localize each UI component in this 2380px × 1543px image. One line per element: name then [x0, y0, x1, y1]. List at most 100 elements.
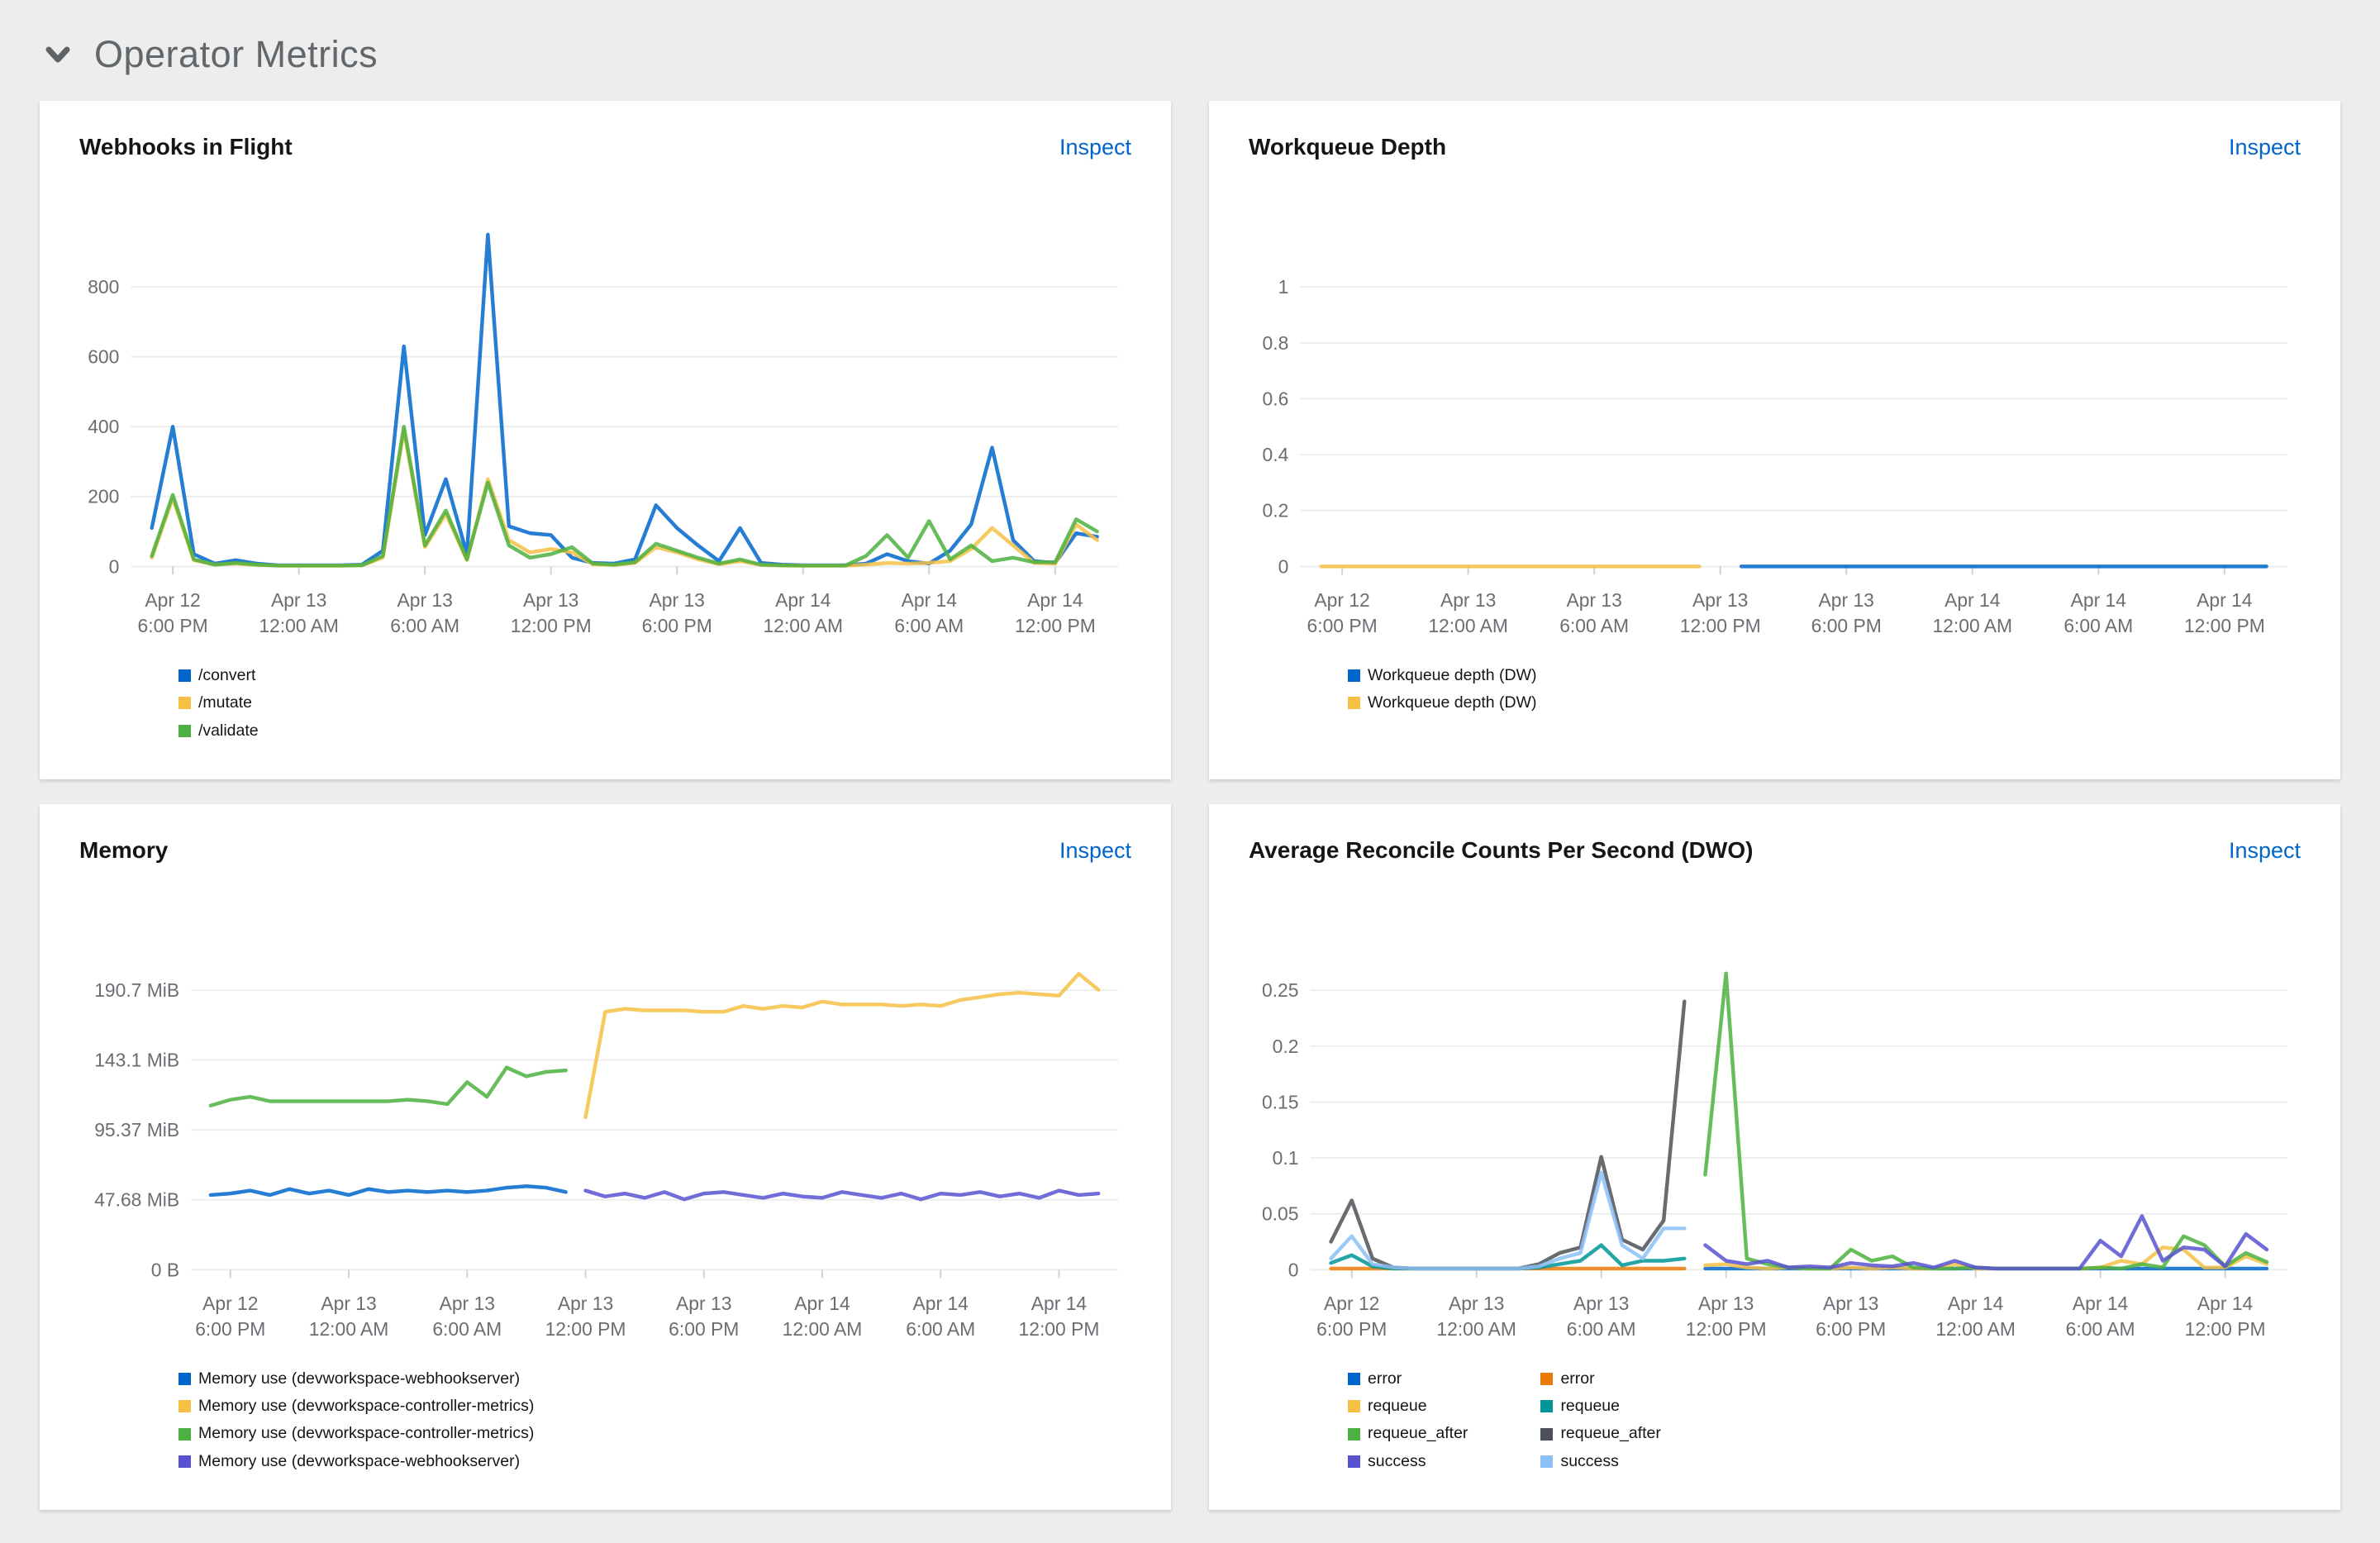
legend-label: /validate: [198, 721, 259, 740]
chart-title: Webhooks in Flight: [79, 134, 293, 160]
svg-text:6:00 PM: 6:00 PM: [1307, 615, 1378, 636]
svg-text:Apr 13: Apr 13: [558, 1293, 613, 1314]
legend-item: Memory use (devworkspace-webhookserver): [178, 1369, 534, 1388]
svg-text:Apr 13: Apr 13: [1566, 589, 1621, 611]
legend-item: Workqueue depth (DW): [1348, 666, 1536, 685]
svg-text:0.05: 0.05: [1262, 1203, 1299, 1225]
legend-label: /convert: [198, 665, 256, 684]
svg-text:Apr 13: Apr 13: [397, 589, 452, 611]
chart-legend: Memory use (devworkspace-webhookserver) M…: [178, 1365, 1131, 1476]
svg-text:12:00 PM: 12:00 PM: [1680, 615, 1761, 636]
legend-swatch: [178, 1372, 191, 1385]
svg-text:12:00 PM: 12:00 PM: [1019, 1318, 1100, 1340]
legend-label: requeue_after: [1560, 1424, 1661, 1443]
chart-card-webhooks-in-flight: Webhooks in Flight Inspect 0 200 400 600 800…: [40, 101, 1171, 779]
svg-text:Apr 13: Apr 13: [1440, 589, 1496, 611]
chart-legend: /convert/mutate/validate: [178, 662, 1131, 745]
svg-text:6:00 PM: 6:00 PM: [195, 1318, 265, 1340]
svg-text:0: 0: [1278, 555, 1289, 577]
svg-text:Apr 13: Apr 13: [1823, 1293, 1878, 1314]
legend-swatch: [178, 1400, 191, 1413]
inspect-link[interactable]: Inspect: [1059, 135, 1131, 160]
svg-text:Apr 14: Apr 14: [1948, 1293, 2004, 1314]
legend-label: Memory use (devworkspace-webhookserver): [198, 1369, 521, 1388]
legend-item: success: [1540, 1452, 1660, 1471]
legend-label: requeue: [1560, 1397, 1621, 1415]
svg-text:Apr 13: Apr 13: [1698, 1293, 1754, 1314]
svg-text:12:00 AM: 12:00 AM: [259, 615, 339, 636]
svg-text:6:00 PM: 6:00 PM: [642, 615, 712, 636]
legend-swatch: [1348, 1400, 1360, 1413]
svg-text:Apr 14: Apr 14: [2073, 1293, 2129, 1314]
svg-text:0: 0: [1288, 1259, 1299, 1280]
chart-legend: Workqueue depth (DW) Workqueue depth (DW): [1348, 662, 2301, 717]
legend-label: success: [1560, 1451, 1619, 1470]
line-chart: 0 0.2 0.4 0.6 0.8 1 Apr 12 6:00 PM Apr 13 12:00 A…: [1249, 165, 2301, 659]
svg-text:12:00 AM: 12:00 AM: [1428, 615, 1508, 636]
legend-item: Workqueue depth (DW): [1348, 693, 1536, 712]
svg-text:Apr 12: Apr 12: [145, 589, 200, 611]
chart-title: Memory: [79, 836, 169, 863]
legend-item: Memory use (devworkspace-controller-metr…: [178, 1397, 534, 1416]
svg-text:12:00 AM: 12:00 AM: [309, 1318, 389, 1340]
svg-text:Apr 13: Apr 13: [1692, 589, 1748, 611]
dashboard-grid: Webhooks in Flight Inspect 0 200 400 600 800…: [40, 101, 2340, 1511]
svg-text:0.4: 0.4: [1263, 444, 1289, 465]
svg-text:0.2: 0.2: [1273, 1036, 1299, 1057]
svg-text:143.1 MiB: 143.1 MiB: [94, 1049, 179, 1070]
legend-label: Memory use (devworkspace-controller-metr…: [198, 1397, 535, 1415]
legend-swatch: [178, 1427, 191, 1441]
legend-item: /mutate: [178, 693, 259, 712]
svg-text:6:00 AM: 6:00 AM: [894, 615, 964, 636]
svg-text:12:00 AM: 12:00 AM: [1436, 1318, 1516, 1340]
section-toggle[interactable]: Operator Metrics: [43, 33, 2340, 76]
svg-text:12:00 PM: 12:00 PM: [1015, 615, 1096, 636]
svg-text:Apr 14: Apr 14: [1027, 589, 1083, 611]
legend-label: error: [1560, 1369, 1595, 1388]
svg-text:12:00 AM: 12:00 AM: [1935, 1318, 2016, 1340]
legend-item: error: [1540, 1369, 1660, 1388]
svg-text:6:00 AM: 6:00 AM: [432, 1318, 502, 1340]
svg-text:0 B: 0 B: [151, 1259, 179, 1280]
inspect-link[interactable]: Inspect: [1059, 837, 1131, 863]
legend-label: requeue_after: [1368, 1424, 1468, 1443]
svg-text:Apr 14: Apr 14: [913, 1293, 969, 1314]
svg-text:12:00 PM: 12:00 PM: [2185, 1318, 2266, 1340]
inspect-link[interactable]: Inspect: [2228, 135, 2301, 160]
svg-text:6:00 PM: 6:00 PM: [1811, 615, 1882, 636]
svg-text:12:00 AM: 12:00 AM: [783, 1318, 863, 1340]
svg-text:6:00 AM: 6:00 AM: [2063, 615, 2133, 636]
legend-swatch: [1348, 669, 1360, 682]
svg-text:47.68 MiB: 47.68 MiB: [94, 1189, 179, 1211]
svg-text:800: 800: [88, 276, 119, 298]
legend-swatch: [1540, 1455, 1554, 1468]
svg-text:Apr 14: Apr 14: [794, 1293, 850, 1314]
svg-text:Apr 14: Apr 14: [902, 589, 958, 611]
svg-text:12:00 PM: 12:00 PM: [2184, 615, 2265, 636]
svg-text:6:00 PM: 6:00 PM: [1816, 1318, 1886, 1340]
svg-text:Apr 13: Apr 13: [1819, 589, 1874, 611]
svg-text:Apr 13: Apr 13: [676, 1293, 731, 1314]
legend-item: requeue: [1540, 1397, 1660, 1416]
legend-item: requeue_after: [1348, 1424, 1468, 1443]
svg-text:6:00 AM: 6:00 AM: [2066, 1318, 2135, 1340]
legend-item: Memory use (devworkspace-controller-metr…: [178, 1424, 534, 1443]
svg-text:12:00 AM: 12:00 AM: [1932, 615, 2012, 636]
legend-label: Memory use (devworkspace-controller-metr…: [198, 1424, 535, 1443]
svg-text:Apr 14: Apr 14: [2197, 589, 2253, 611]
chart-card-workqueue-depth: Workqueue Depth Inspect 0 0.2 0.4 0.6 0.8 1 Ap…: [1209, 101, 2340, 779]
svg-text:0.1: 0.1: [1273, 1147, 1299, 1169]
svg-text:190.7 MiB: 190.7 MiB: [94, 979, 179, 1001]
inspect-link[interactable]: Inspect: [2228, 837, 2301, 863]
svg-text:6:00 AM: 6:00 AM: [906, 1318, 975, 1340]
legend-swatch: [1348, 1455, 1360, 1468]
legend-item: success: [1348, 1452, 1468, 1471]
legend-swatch: [178, 669, 191, 682]
line-chart: 0 B 47.68 MiB 95.37 MiB 143.1 MiB 190.7 MiB A…: [79, 869, 1131, 1362]
svg-text:600: 600: [88, 346, 119, 368]
legend-swatch: [178, 724, 191, 737]
svg-text:Apr 14: Apr 14: [2197, 1293, 2254, 1314]
legend-item: /validate: [178, 721, 259, 741]
legend-swatch: [1348, 1372, 1360, 1385]
